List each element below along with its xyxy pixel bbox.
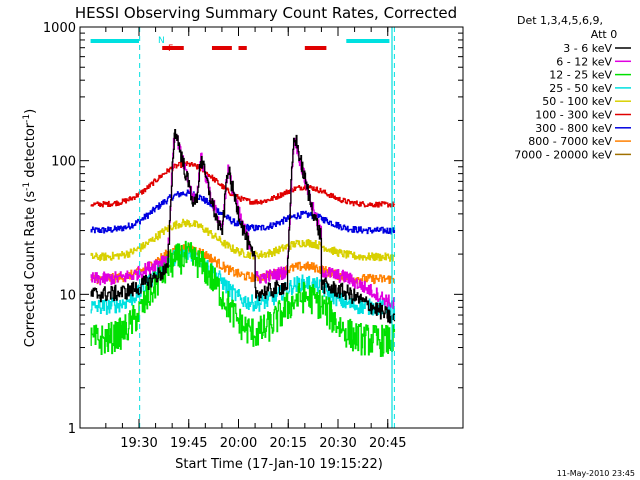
legend-header-detectors: Det 1,3,4,5,6,9, bbox=[517, 14, 603, 27]
series-line-2 bbox=[90, 240, 396, 358]
flare-marker-label: F bbox=[168, 44, 173, 54]
plot-area: NF 1 10 100 1000 19:30 19:45 20:00 20:15 20:30 20:… bbox=[43, 21, 464, 451]
night-marker-label: N bbox=[158, 36, 165, 46]
legend-label: 100 - 300 keV bbox=[535, 109, 612, 122]
x-tick-label: 19:30 bbox=[120, 436, 157, 451]
x-tick-label: 20:15 bbox=[270, 436, 307, 451]
legend-label: 6 - 12 keV bbox=[556, 55, 612, 68]
y-axis-label: Corrected Count Rate (s-1 detector-1) bbox=[22, 109, 38, 347]
y-tick-label: 100 bbox=[51, 155, 76, 170]
x-tick-label: 20:00 bbox=[220, 436, 257, 451]
legend-label: 25 - 50 keV bbox=[549, 82, 612, 95]
series-line-5 bbox=[90, 161, 396, 208]
y-tick-label: 10 bbox=[59, 288, 76, 303]
x-tick-label: 20:45 bbox=[369, 436, 406, 451]
legend-header-attenuator: Att 0 bbox=[591, 28, 617, 41]
x-axis-label: Start Time (17-Jan-10 19:15:22) bbox=[175, 457, 383, 472]
legend-label: 7000 - 20000 keV bbox=[514, 148, 612, 161]
y-tick-label: 1 bbox=[68, 422, 76, 437]
legend-label: 300 - 800 keV bbox=[535, 122, 612, 135]
series-lines bbox=[90, 128, 396, 358]
legend-label: 50 - 100 keV bbox=[542, 95, 612, 108]
y-axis-label-mid: detector bbox=[23, 122, 38, 182]
y-axis-label-end: ) bbox=[23, 109, 38, 114]
y-tick-label: 1000 bbox=[43, 21, 76, 36]
x-tick-label: 19:45 bbox=[170, 436, 207, 451]
y-axis-label-main: Corrected Count Rate (s bbox=[23, 191, 38, 348]
legend-label: 12 - 25 keV bbox=[549, 69, 612, 82]
series-line-4 bbox=[90, 218, 396, 262]
footer-date: 11-May-2010 23:45 bbox=[557, 469, 635, 478]
legend-label: 3 - 6 keV bbox=[563, 42, 612, 55]
y-axis-label-sup1: -1 bbox=[22, 182, 32, 191]
y-axis-label-sup2: -1 bbox=[22, 114, 32, 123]
series-line-0 bbox=[90, 128, 396, 324]
x-tick-label: 20:30 bbox=[319, 436, 356, 451]
legend-label: 800 - 7000 keV bbox=[528, 135, 612, 148]
chart-title: HESSI Observing Summary Count Rates, Cor… bbox=[75, 4, 457, 22]
